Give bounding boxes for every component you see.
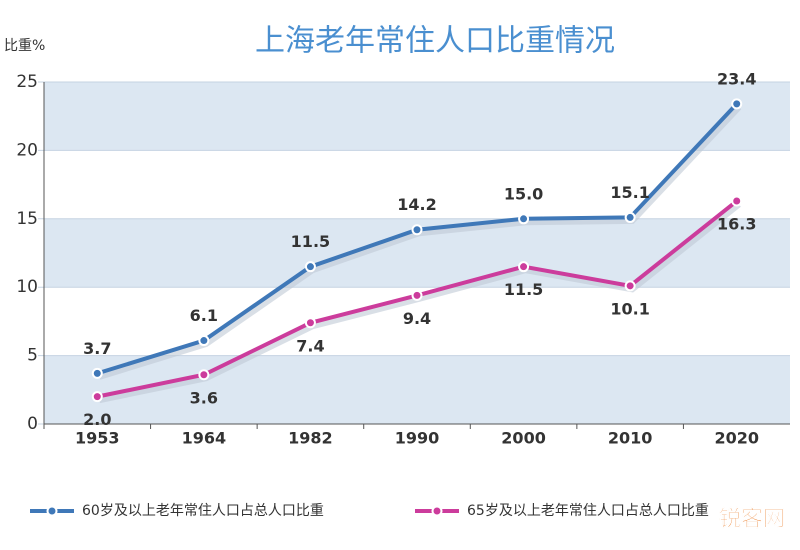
data-point [198, 369, 210, 381]
grid-band [44, 355, 790, 424]
data-point [731, 98, 743, 110]
data-label: 10.1 [610, 299, 649, 318]
data-label: 9.4 [403, 309, 431, 328]
x-tick-label: 1990 [395, 429, 440, 448]
grid-band [44, 82, 790, 151]
data-point [91, 367, 103, 379]
data-label: 16.3 [717, 215, 756, 234]
chart-title: 上海老年常住人口比重情况 [255, 24, 615, 59]
y-tick-label: 0 [27, 414, 38, 434]
legend-marker [431, 505, 443, 517]
data-point [304, 261, 316, 273]
y-tick-label: 25 [16, 72, 38, 92]
y-tick-label: 20 [16, 140, 38, 160]
data-label: 3.7 [83, 339, 111, 358]
data-label: 15.0 [504, 184, 543, 203]
y-axis-label: 比重% [4, 38, 45, 54]
data-point [91, 391, 103, 403]
data-label: 7.4 [296, 336, 324, 355]
x-tick-label: 2000 [501, 429, 546, 448]
x-tick-label: 2020 [714, 429, 759, 448]
data-point [411, 224, 423, 236]
data-point [518, 213, 530, 225]
data-label: 6.1 [190, 306, 218, 325]
data-point [518, 261, 530, 273]
data-point [304, 317, 316, 329]
data-label: 15.1 [610, 183, 649, 202]
y-tick-label: 5 [27, 346, 38, 366]
data-point [624, 211, 636, 223]
data-point [624, 280, 636, 292]
legend-label: 60岁及以上老年常住人口占总人口比重 [82, 503, 324, 519]
x-tick-label: 1982 [288, 429, 333, 448]
y-tick-label: 10 [16, 277, 38, 297]
watermark: 锐客网 [719, 506, 785, 532]
legend-marker [46, 505, 58, 517]
x-tick-label: 1964 [182, 429, 227, 448]
y-tick-label: 15 [16, 209, 38, 229]
data-point [198, 335, 210, 347]
x-tick-label: 1953 [75, 429, 120, 448]
data-label: 11.5 [504, 280, 543, 299]
data-label: 2.0 [83, 410, 111, 429]
data-label: 14.2 [397, 195, 436, 214]
x-tick-label: 2010 [608, 429, 653, 448]
data-point [411, 289, 423, 301]
data-label: 23.4 [717, 69, 756, 88]
data-point [731, 195, 743, 207]
data-label: 3.6 [190, 388, 218, 407]
data-label: 11.5 [291, 232, 330, 251]
legend-label: 65岁及以上老年常住人口占总人口比重 [467, 503, 709, 519]
plot: 0 5 10 15 20 25 1953 1964 1982 1990 2000 2010 2020 3.… [16, 69, 759, 519]
